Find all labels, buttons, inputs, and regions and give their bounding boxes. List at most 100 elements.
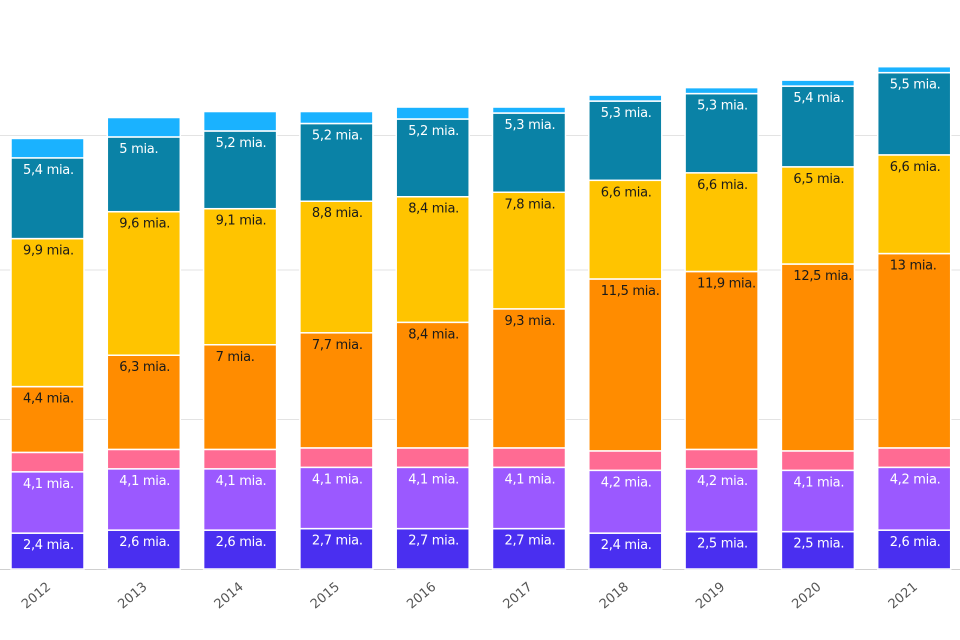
data-label: 4,2 mia. <box>697 474 748 489</box>
bar-segment <box>106 529 182 570</box>
data-label: 11,5 mia. <box>601 284 660 299</box>
x-axis: 2012 2013 2014 2015 2016 2017 2018 2019 2020 2021 <box>19 580 921 613</box>
bar-segment <box>876 65 952 74</box>
data-label: 5,2 mia. <box>312 128 363 143</box>
data-label: 4,2 mia. <box>601 475 652 490</box>
x-tick-label: 2015 <box>308 580 343 613</box>
x-tick-label: 2018 <box>597 580 632 613</box>
bars <box>10 65 952 570</box>
bar-segment <box>202 344 278 451</box>
data-label: 11,9 mia. <box>697 276 756 291</box>
bar-segment <box>684 92 759 174</box>
bar-segment <box>588 278 663 452</box>
x-tick-label: 2016 <box>404 580 439 613</box>
data-label: 4,1 mia. <box>312 472 363 487</box>
data-label: 9,6 mia. <box>119 217 170 232</box>
bar-segment <box>780 469 856 533</box>
data-label: 7,7 mia. <box>312 338 363 353</box>
bar-segment <box>106 136 182 213</box>
data-label: 4,1 mia. <box>793 475 844 490</box>
bar-segment <box>10 471 85 534</box>
data-label: 13 mia. <box>890 259 937 274</box>
data-label: 4,4 mia. <box>23 392 74 407</box>
bar-segment <box>10 237 85 388</box>
bar-segment <box>395 447 470 469</box>
data-label: 2,6 mia. <box>890 535 941 550</box>
bar-segment <box>780 263 856 452</box>
data-label: 5,3 mia. <box>697 99 748 114</box>
bar-segment <box>10 385 85 454</box>
bar-segment <box>491 112 567 194</box>
bar-segment <box>395 321 470 449</box>
x-tick-label: 2012 <box>19 580 54 613</box>
data-label: 4,2 mia. <box>890 472 941 487</box>
data-label: 9,3 mia. <box>505 314 556 329</box>
bar-segment <box>684 530 759 570</box>
bar-segment <box>395 466 470 530</box>
data-label: 2,7 mia. <box>505 534 556 549</box>
bar-segment <box>780 450 856 472</box>
data-label: 5,5 mia. <box>890 78 941 93</box>
x-tick-label: 2019 <box>693 580 728 613</box>
data-label: 5,4 mia. <box>793 91 844 106</box>
bar-segment <box>395 118 470 198</box>
bar-segment <box>684 448 759 470</box>
bar-segment <box>299 466 374 530</box>
data-label: 5 mia. <box>119 142 158 157</box>
bar-segment <box>106 448 182 470</box>
bar-segment <box>588 94 663 102</box>
data-label: 2,6 mia. <box>216 535 267 550</box>
bar-segment <box>588 450 663 472</box>
data-label: 7 mia. <box>216 350 255 365</box>
data-label: 4,1 mia. <box>505 472 556 487</box>
data-label: 8,4 mia. <box>408 202 459 217</box>
bar-segment <box>491 308 567 449</box>
data-label: 9,1 mia. <box>216 214 267 229</box>
data-label: 5,3 mia. <box>601 106 652 121</box>
bar-segment <box>299 122 374 202</box>
bar-segment <box>876 252 952 449</box>
bar-segment <box>684 468 759 533</box>
bar-segment <box>684 86 759 95</box>
data-label: 5,4 mia. <box>23 163 74 178</box>
bar-segment <box>491 447 567 469</box>
bar-segment <box>684 270 759 451</box>
bar-segment <box>10 451 85 473</box>
bar-segment <box>299 332 374 449</box>
data-label: 4,1 mia. <box>216 474 267 489</box>
data-label: 2,4 mia. <box>23 538 74 553</box>
bar-segment <box>202 110 278 132</box>
data-label: 6,5 mia. <box>793 172 844 187</box>
data-label: 12,5 mia. <box>793 269 852 284</box>
bar-segment <box>106 116 182 138</box>
data-label: 6,6 mia. <box>890 160 941 175</box>
bar-segment <box>202 448 278 470</box>
data-label: 4,1 mia. <box>23 477 74 492</box>
x-tick-label: 2017 <box>501 580 536 613</box>
data-label: 4,1 mia. <box>408 472 459 487</box>
data-label: 2,6 mia. <box>119 535 170 550</box>
bar-segment <box>395 195 470 324</box>
bar-segment <box>106 354 182 451</box>
bar-segment <box>299 527 374 570</box>
data-label: 5,2 mia. <box>408 124 459 139</box>
data-label: 7,8 mia. <box>505 197 556 212</box>
x-tick-label: 2013 <box>115 580 150 613</box>
bar-segment <box>299 110 374 125</box>
bar-segment <box>10 532 85 570</box>
data-label: 5,2 mia. <box>216 136 267 151</box>
bar-segment <box>780 166 856 265</box>
bar-segment <box>491 191 567 310</box>
bar-segment <box>780 79 856 87</box>
data-label: 9,9 mia. <box>23 244 74 259</box>
bar-segment <box>876 529 952 570</box>
bar-segment <box>876 71 952 156</box>
bar-segment <box>299 447 374 469</box>
data-labels: 2,4 mia. 4,1 mia. 4,4 mia. 9,9 mia. 5,4 mia.… <box>23 78 941 553</box>
data-label: 2,4 mia. <box>601 538 652 553</box>
data-label: 5,3 mia. <box>505 118 556 133</box>
data-label: 8,8 mia. <box>312 206 363 221</box>
data-label: 2,5 mia. <box>793 537 844 552</box>
bar-segment <box>299 200 374 334</box>
bar-segment <box>395 106 470 120</box>
